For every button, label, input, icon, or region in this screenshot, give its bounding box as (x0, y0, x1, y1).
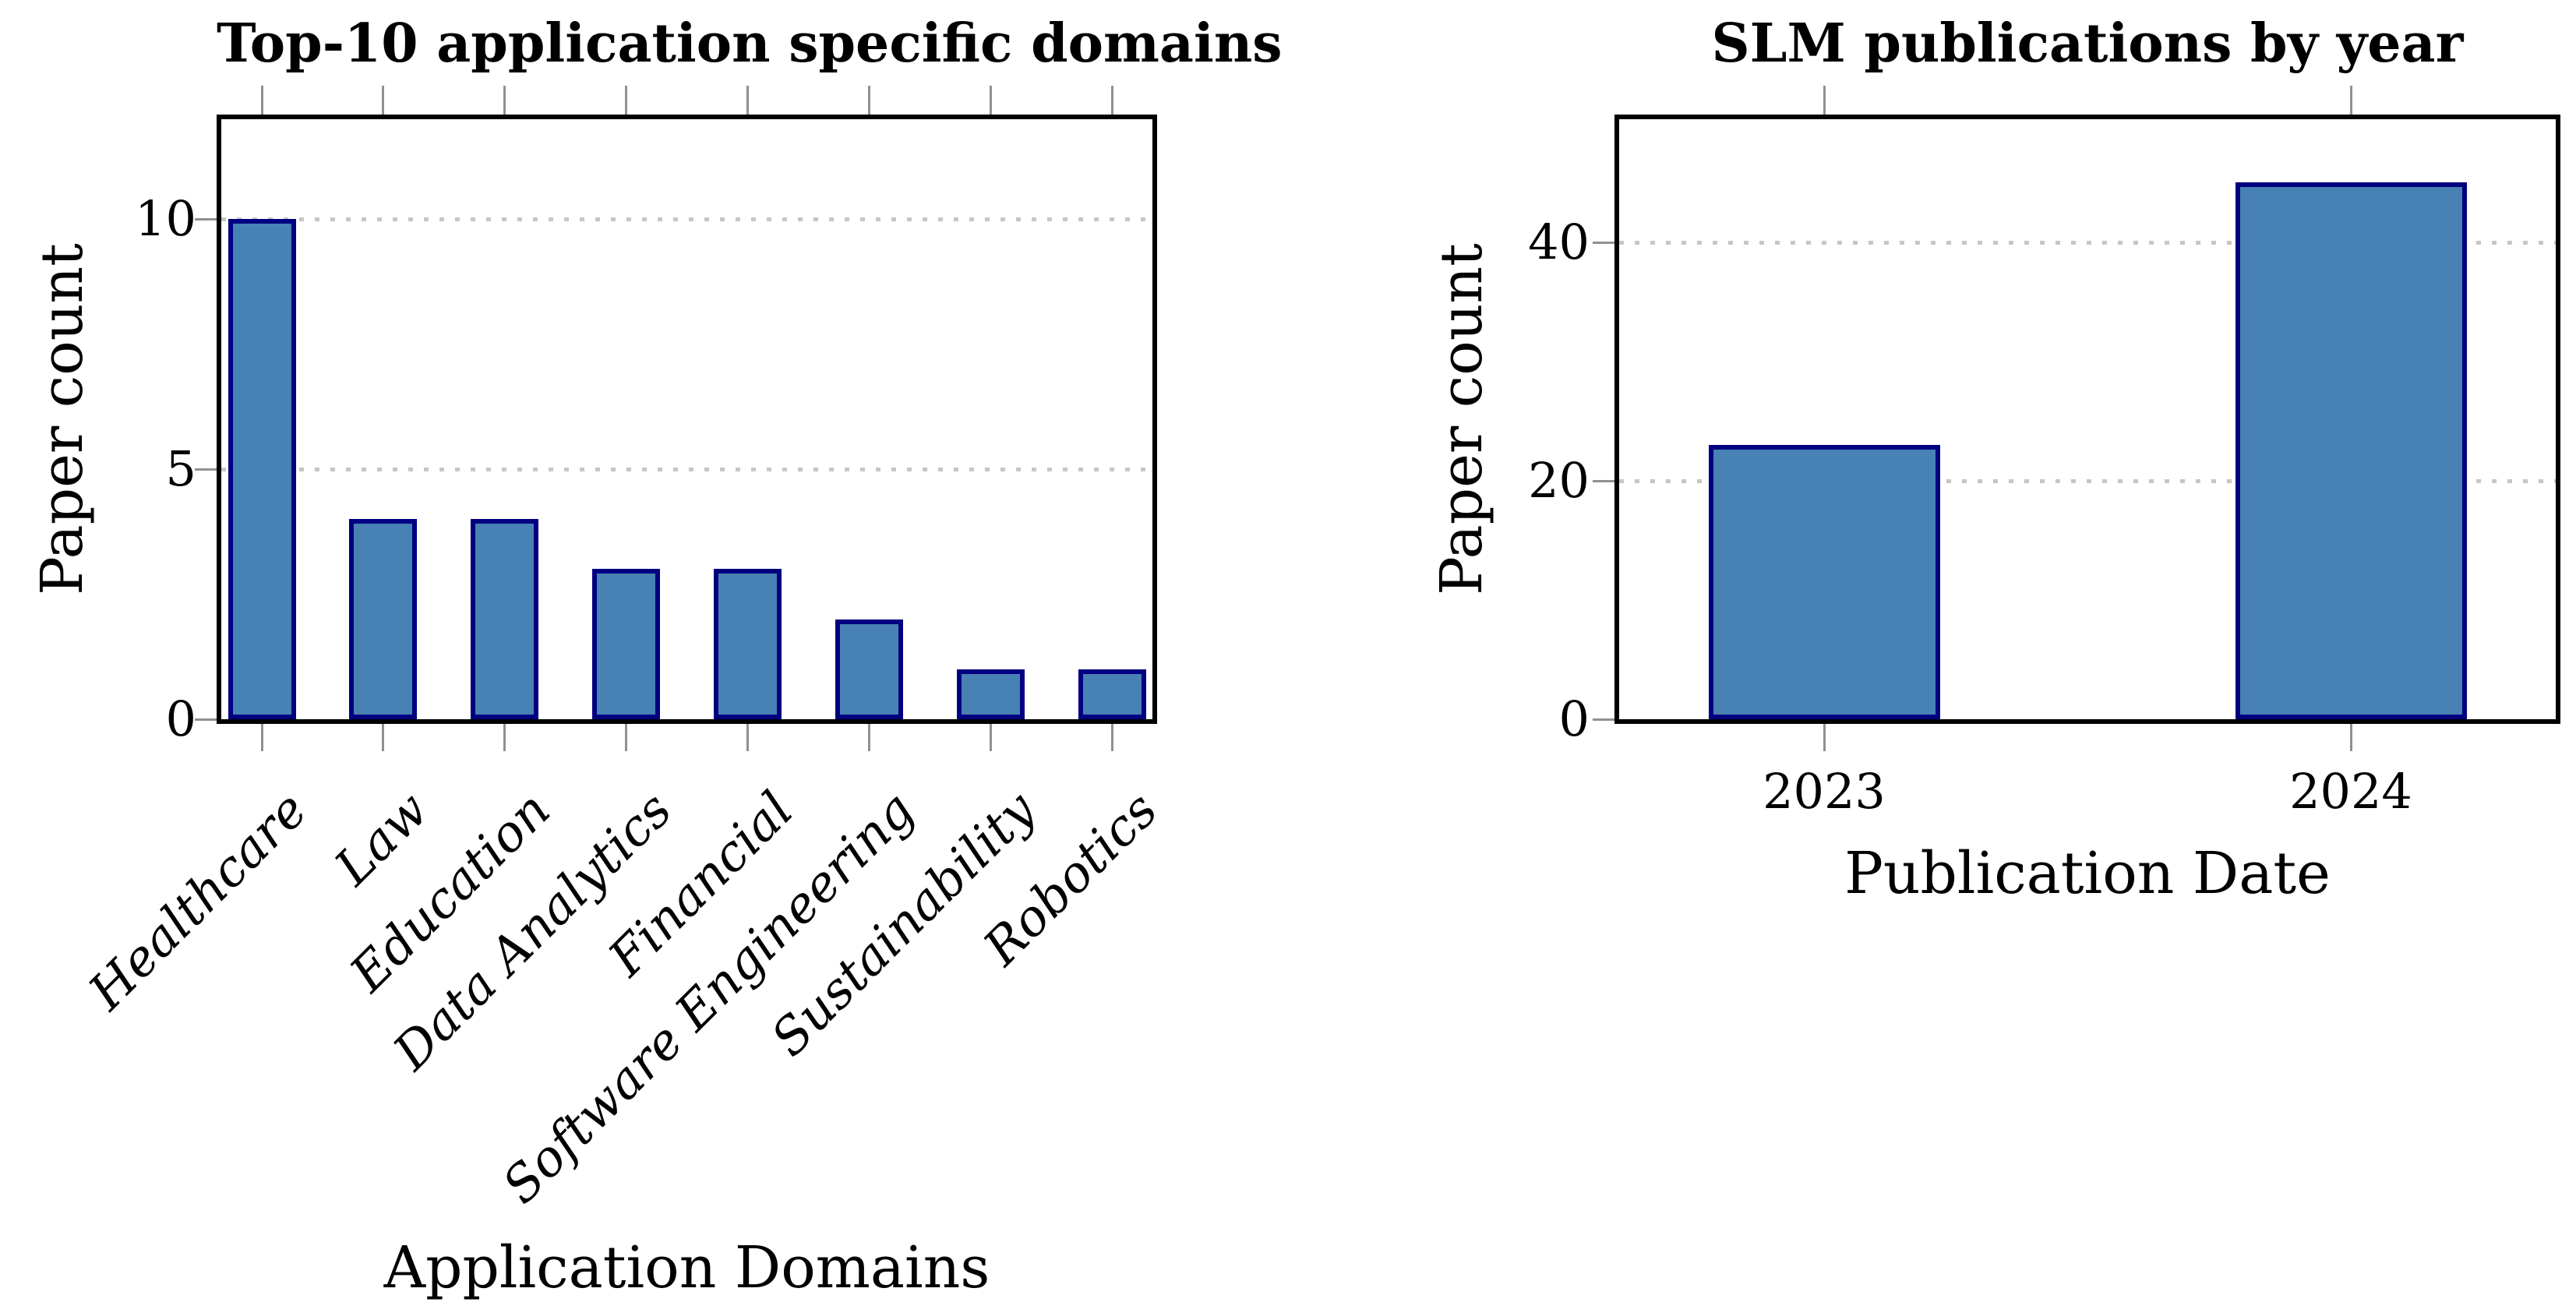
bar-financial (714, 569, 782, 719)
x-tick-bottom (2349, 724, 2352, 751)
left-chart-title: Top-10 application specific domains (217, 12, 1283, 75)
y-tick-label-0: 0 (1558, 690, 1590, 747)
x-tick-top (382, 86, 385, 115)
y-tick (195, 468, 217, 471)
y-tick-label-0: 0 (165, 690, 196, 747)
left-x-axis-label: Application Domains (383, 1234, 990, 1301)
right-chart-title: SLM publications by year (1711, 12, 2464, 75)
x-tick-bottom (1110, 724, 1113, 751)
x-tick-bottom (989, 724, 992, 751)
right-y-axis-label-text: Paper count (1428, 243, 1495, 595)
bar-2024 (2235, 182, 2467, 719)
gridline-y10 (221, 217, 1152, 221)
x-tick-bottom (625, 724, 628, 751)
bar-2023 (1709, 445, 1940, 719)
x-tick-bottom (382, 724, 385, 751)
bar-sustainability (957, 669, 1025, 719)
y-tick-label-20: 20 (1528, 452, 1590, 509)
bar-data-analytics (592, 569, 660, 719)
x-tick-top (260, 86, 263, 115)
bar-law (349, 519, 417, 719)
gridline-y20 (1619, 479, 2556, 483)
x-tick-bottom (1823, 724, 1826, 751)
y-tick (1593, 479, 1614, 482)
y-tick (195, 718, 217, 721)
x-tick-top (625, 86, 628, 115)
y-tick (1593, 241, 1614, 244)
gridline-y5 (221, 468, 1152, 471)
x-tick-top (2349, 86, 2352, 115)
y-tick-label-5: 5 (165, 440, 196, 497)
bar-robotics (1078, 669, 1146, 719)
gridline-y40 (1619, 241, 2556, 245)
x-tick-top (746, 86, 749, 115)
category-label-2024: 2024 (2289, 763, 2412, 820)
bar-healthcare (228, 219, 296, 719)
x-tick-bottom (746, 724, 749, 751)
bar-software-engineering (835, 619, 903, 719)
left-y-axis-label-text: Paper count (29, 243, 96, 595)
x-tick-top (1110, 86, 1113, 115)
category-label-2023: 2023 (1763, 763, 1886, 820)
x-tick-bottom (260, 724, 263, 751)
x-tick-top (1823, 86, 1826, 115)
y-tick (195, 217, 217, 221)
x-tick-top (867, 86, 870, 115)
x-tick-bottom (867, 724, 870, 751)
x-tick-top (989, 86, 992, 115)
bar-education (471, 519, 538, 719)
y-tick-label-40: 40 (1528, 214, 1590, 270)
x-tick-bottom (503, 724, 506, 751)
right-x-axis-label: Publication Date (1844, 840, 2331, 907)
y-tick (1593, 718, 1614, 721)
category-label-healthcare: Healthcare (78, 781, 319, 1022)
x-tick-top (503, 86, 506, 115)
y-tick-label-10: 10 (135, 190, 196, 247)
